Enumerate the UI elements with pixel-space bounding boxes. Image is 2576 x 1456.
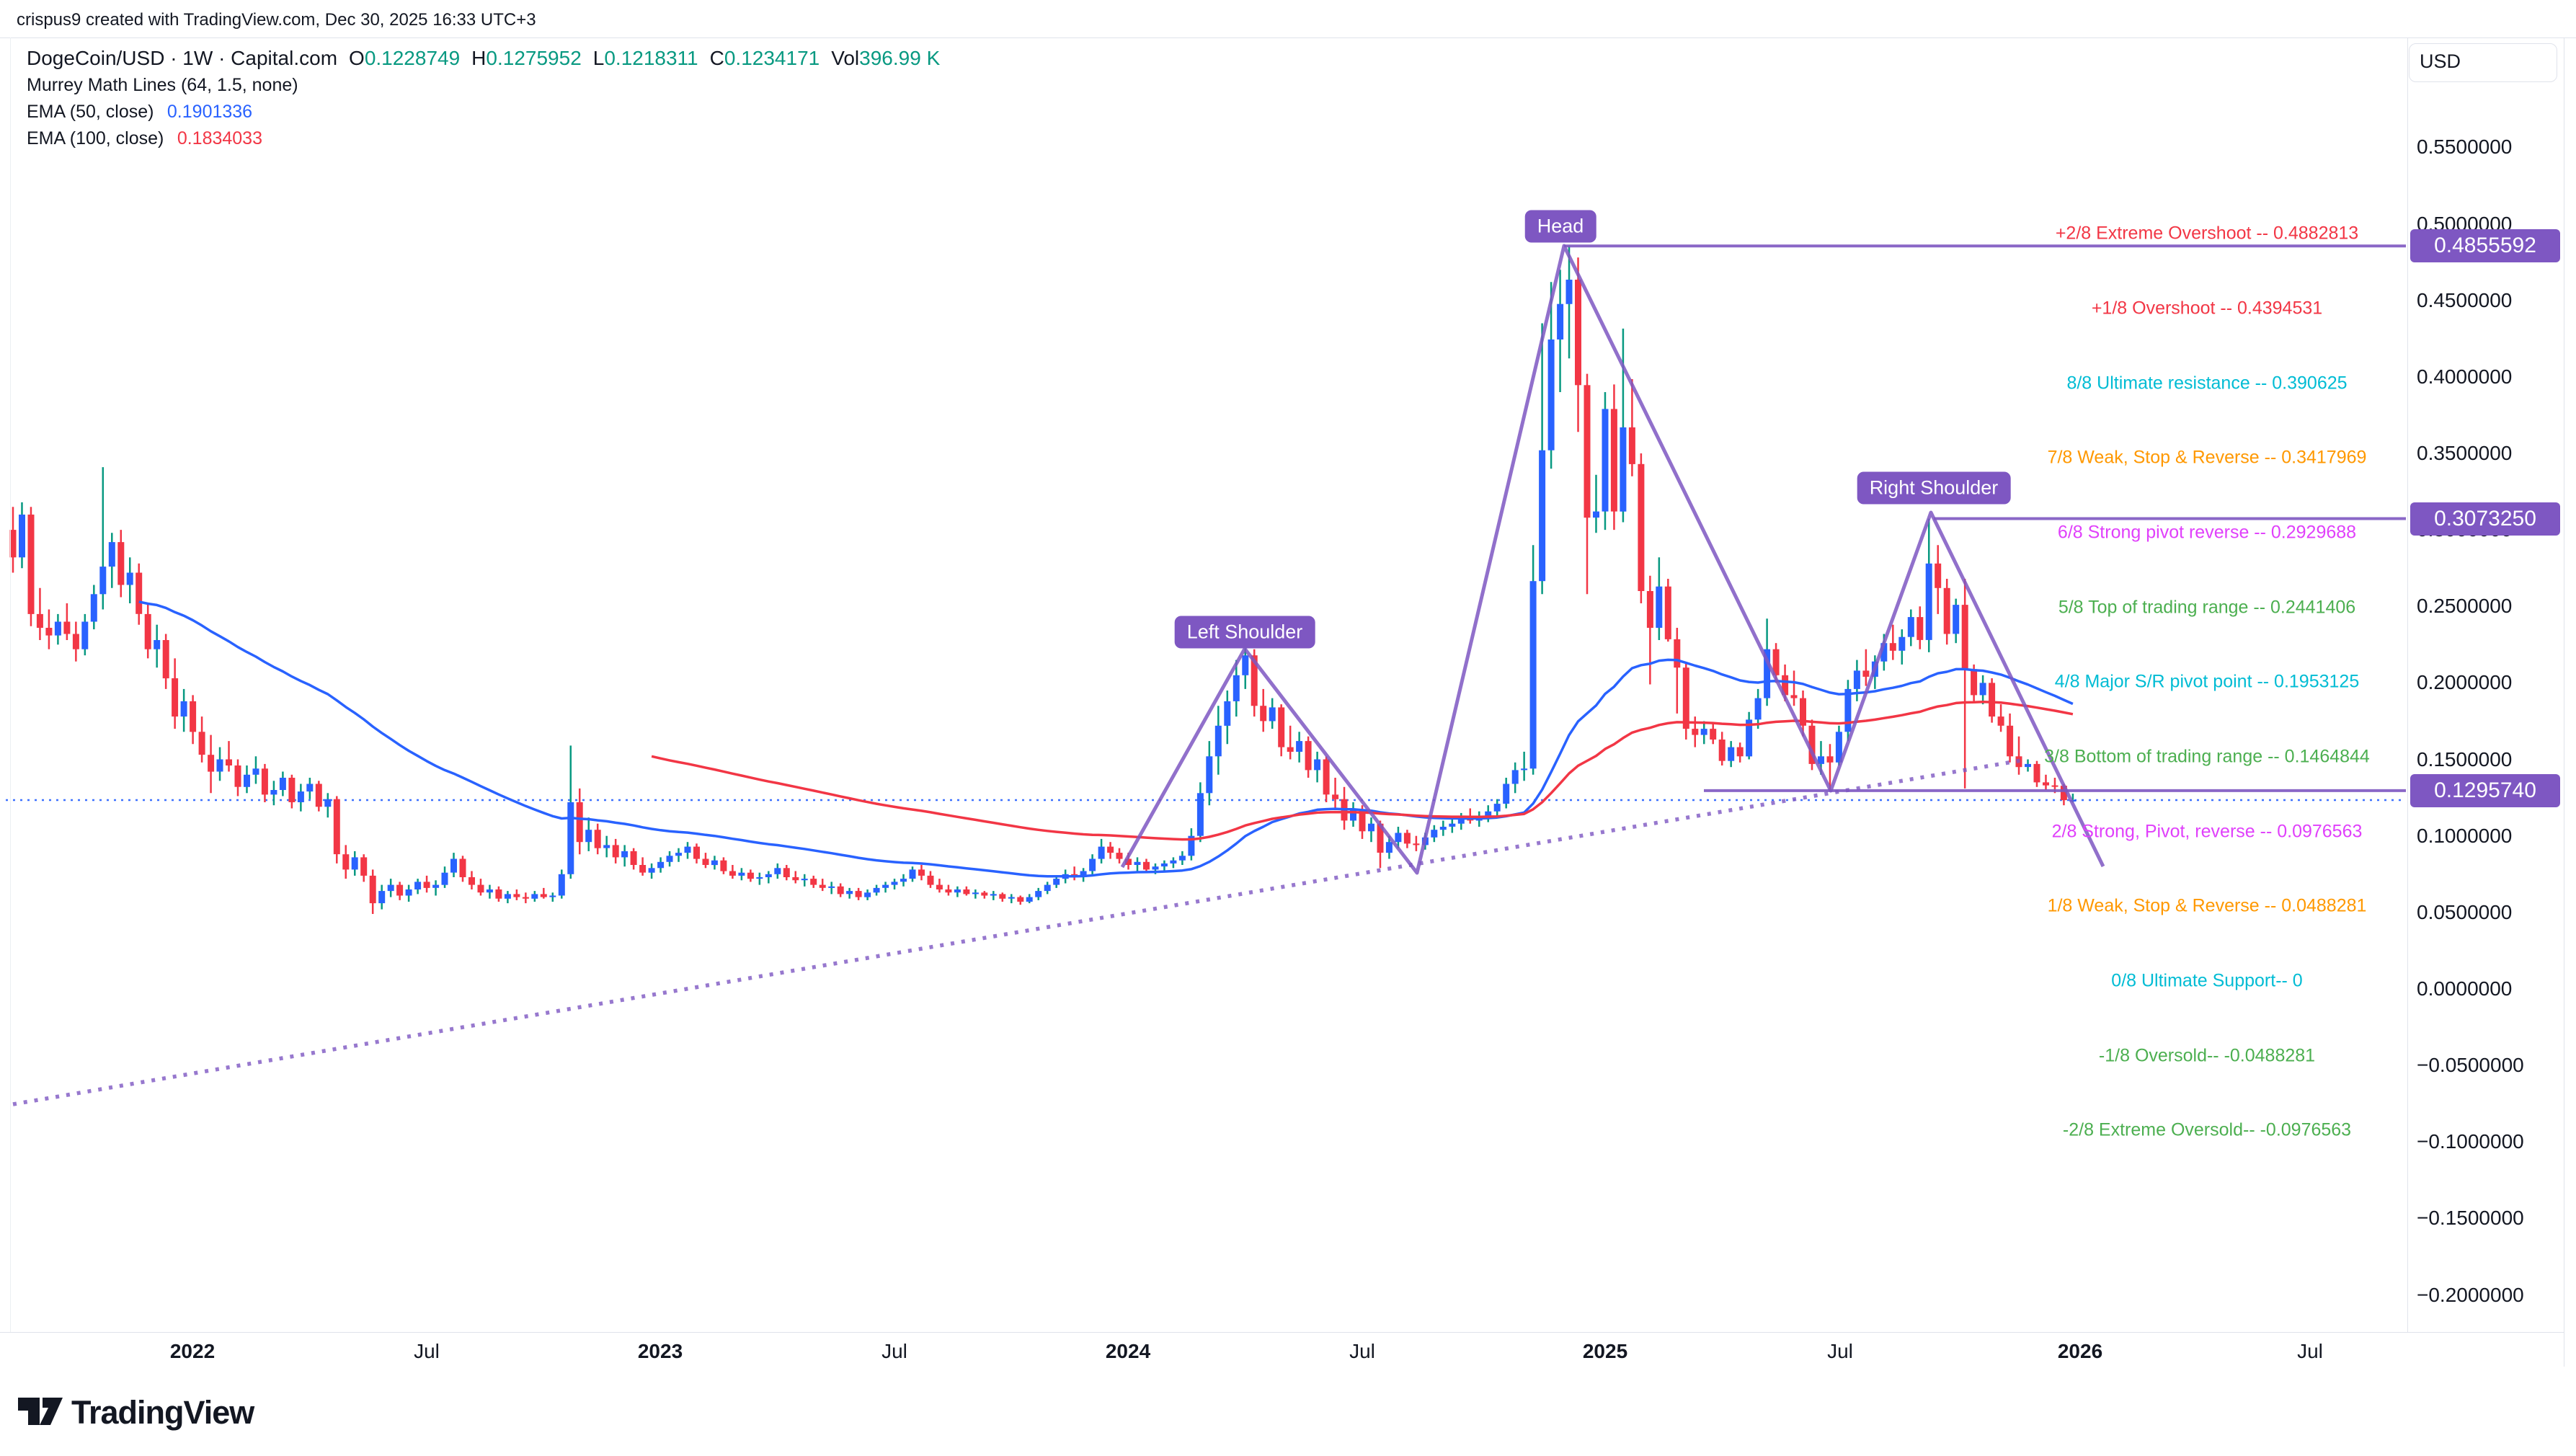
- time-tick-label: Jul: [1349, 1340, 1375, 1362]
- price-tick-label: −0.1500000: [2417, 1207, 2524, 1230]
- indicator-name-ema50: EMA (50, close): [27, 102, 154, 122]
- indicator-row-ema50[interactable]: EMA (50, close) 0.1901336: [27, 101, 940, 123]
- price-line-badge: 0.4855592: [2410, 229, 2560, 263]
- price-tick-label: 0.1000000: [2417, 824, 2513, 847]
- ohlc-label: O: [349, 47, 365, 69]
- ohlc-value: 396.99 K: [859, 47, 941, 69]
- price-tick-label: 0.2500000: [2417, 595, 2513, 618]
- dotted-support-trendline[interactable]: [12, 758, 2026, 1106]
- price-line-badge: 0.3073250: [2410, 502, 2560, 536]
- ohlcv-values: O0.1228749 H0.1275952 L0.1218311 C0.1234171…: [337, 48, 940, 69]
- ohlc-value: 0.1218311: [604, 47, 698, 69]
- ohlc-label: L: [592, 47, 605, 69]
- time-tick-label: 2026: [2057, 1340, 2103, 1362]
- currency-selector-button[interactable]: USD: [2409, 43, 2557, 82]
- symbol-title[interactable]: DogeCoin/USD · 1W · Capital.com: [27, 47, 338, 69]
- price-tick-label: −0.2000000: [2417, 1283, 2524, 1306]
- symbol-row[interactable]: DogeCoin/USD · 1W · Capital.com O0.122874…: [27, 48, 940, 69]
- price-tick-label: 0.4500000: [2417, 288, 2513, 311]
- time-tick-label: Jul: [881, 1340, 907, 1362]
- ema-50-line[interactable]: [138, 600, 2074, 878]
- indicator-row-ema100[interactable]: EMA (100, close) 0.1834033: [27, 128, 940, 149]
- time-tick-label: Jul: [1827, 1340, 1853, 1362]
- attribution-bar: crispus9 created with TradingView.com, D…: [0, 0, 2576, 38]
- price-tick-label: 0.0500000: [2417, 900, 2513, 923]
- chart-legend: DogeCoin/USD · 1W · Capital.com O0.122874…: [27, 48, 940, 154]
- tradingview-logo-icon: [18, 1398, 63, 1425]
- ohlc-label: C: [709, 47, 724, 69]
- price-tick-label: 0.4000000: [2417, 365, 2513, 388]
- ohlc-label: Vol: [831, 47, 860, 69]
- attribution-text: crispus9 created with TradingView.com, D…: [17, 10, 536, 30]
- time-tick-label: 2024: [1105, 1340, 1151, 1362]
- price-tick-label: 0.1500000: [2417, 747, 2513, 771]
- price-tick-label: −0.1000000: [2417, 1130, 2524, 1153]
- candle-bodies-up: [19, 280, 2077, 904]
- price-tick-label: 0.2000000: [2417, 671, 2513, 694]
- head-and-shoulders-polyline[interactable]: [1120, 244, 2105, 875]
- price-tick-label: 0.3500000: [2417, 441, 2513, 464]
- candle-wicks-up: [21, 246, 2074, 910]
- time-tick-label: 2023: [637, 1340, 683, 1362]
- candle-wicks-down: [12, 257, 2065, 914]
- time-axis[interactable]: 2022 Jul 2023 Jul 2024 Jul 2025 Jul 2026 Jul: [0, 1332, 2564, 1367]
- ohlc-label: H: [471, 47, 487, 69]
- plot-left-border: [10, 37, 11, 1332]
- tradingview-logo[interactable]: TradingView: [18, 1395, 263, 1430]
- time-tick-label: Jul: [2297, 1340, 2323, 1362]
- currency-label: USD: [2420, 50, 2461, 72]
- ohlc-value: 0.1228749: [364, 47, 461, 69]
- indicator-name-ema100: EMA (100, close): [27, 128, 164, 148]
- indicator-name-murrey: Murrey Math Lines (64, 1.5, none): [27, 75, 298, 95]
- time-tick-label: 2025: [1582, 1340, 1628, 1362]
- ohlc-value: 0.1234171: [724, 47, 820, 69]
- price-line-badge: 0.1295740: [2410, 773, 2560, 807]
- indicator-row-murrey[interactable]: Murrey Math Lines (64, 1.5, none): [27, 74, 940, 96]
- ema100-value: 0.1834033: [177, 128, 262, 148]
- price-tick-label: 0.0000000: [2417, 977, 2513, 1000]
- price-tick-label: −0.0500000: [2417, 1054, 2524, 1077]
- footer-bar: TradingView: [0, 1367, 2576, 1456]
- time-tick-label: Jul: [414, 1340, 440, 1362]
- price-tick-label: 0.5500000: [2417, 136, 2513, 159]
- tradingview-logo-text: TradingView: [71, 1394, 254, 1431]
- price-axis[interactable]: 0.5500000 0.5000000 0.4500000 0.4000000 0.35…: [2407, 37, 2564, 1367]
- ohlc-value: 0.1275952: [486, 47, 582, 69]
- candle-bodies-down: [9, 280, 2067, 904]
- ema-100-line[interactable]: [651, 700, 2074, 841]
- time-tick-label: 2022: [169, 1340, 216, 1362]
- ema50-value: 0.1901336: [166, 102, 253, 122]
